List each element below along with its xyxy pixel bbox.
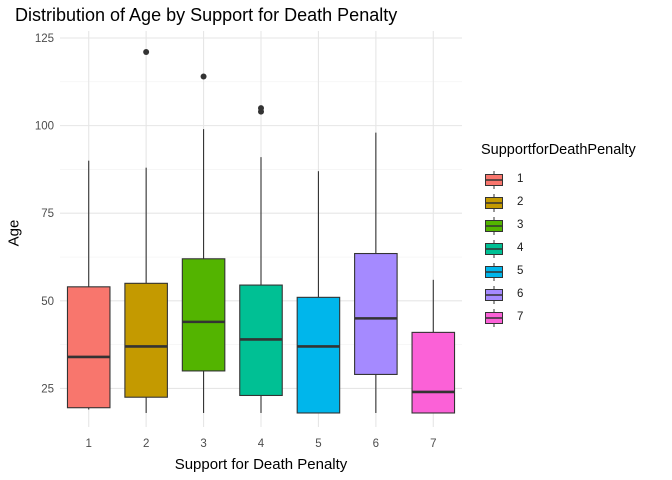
legend-swatch: [485, 309, 503, 327]
y-tick-label: 125: [35, 33, 54, 45]
legend-label: 4: [517, 242, 524, 254]
legend-swatch: [485, 263, 503, 281]
legend-key: [485, 263, 503, 281]
box-6: [354, 252, 398, 375]
outlier-point: [143, 49, 150, 56]
box-5: [296, 296, 341, 414]
legend-key: [485, 240, 503, 258]
legend: SupportforDeathPenalty 1 2 3 4 5 6 7: [481, 142, 636, 331]
legend-label: 1: [517, 173, 524, 185]
legend-key: [485, 217, 503, 235]
x-tick-label: 2: [143, 438, 149, 450]
x-tick-label: 4: [258, 438, 265, 450]
chart-title: Distribution of Age by Support for Death…: [15, 5, 398, 25]
x-axis-label: Support for Death Penalty: [174, 456, 348, 473]
legend-swatch: [485, 240, 503, 258]
legend-item: 1: [481, 170, 636, 193]
legend-key: [485, 194, 503, 212]
legend-label: 5: [517, 265, 524, 277]
legend-swatch: [485, 194, 503, 212]
legend-item: 6: [481, 285, 636, 308]
x-tick-label: 3: [200, 438, 206, 450]
legend-label: 3: [517, 219, 524, 231]
y-tick-label: 100: [35, 121, 54, 133]
legend-label: 2: [517, 196, 524, 208]
y-tick-label: 50: [41, 296, 54, 308]
legend-item: 5: [481, 262, 636, 285]
y-tick-label: 25: [41, 383, 54, 395]
legend-swatch: [485, 286, 503, 304]
legend-label: 7: [517, 311, 524, 323]
legend-label: 6: [517, 288, 524, 300]
box-7: [411, 331, 456, 414]
legend-item: 4: [481, 239, 636, 262]
x-tick-label: 7: [430, 438, 436, 450]
legend-item: 3: [481, 216, 636, 239]
legend-item: 7: [481, 308, 636, 331]
legend-title: SupportforDeathPenalty: [481, 142, 636, 158]
box-3: [181, 258, 226, 372]
legend-items: 1 2 3 4 5 6 7: [481, 170, 636, 331]
x-tick-label: 5: [315, 438, 321, 450]
y-axis-label: Age: [5, 219, 23, 247]
legend-swatch: [485, 217, 503, 235]
legend-key: [485, 286, 503, 304]
legend-key: [485, 171, 503, 189]
legend-key: [485, 309, 503, 327]
outlier-point: [258, 105, 264, 112]
x-tick-label: 6: [373, 438, 379, 450]
y-tick-label: 75: [41, 208, 54, 220]
x-tick-label: 1: [86, 438, 92, 450]
box-1: [66, 286, 111, 409]
legend-swatch: [485, 171, 503, 189]
outlier-point: [200, 73, 207, 80]
box-2: [124, 282, 168, 398]
legend-item: 2: [481, 193, 636, 216]
